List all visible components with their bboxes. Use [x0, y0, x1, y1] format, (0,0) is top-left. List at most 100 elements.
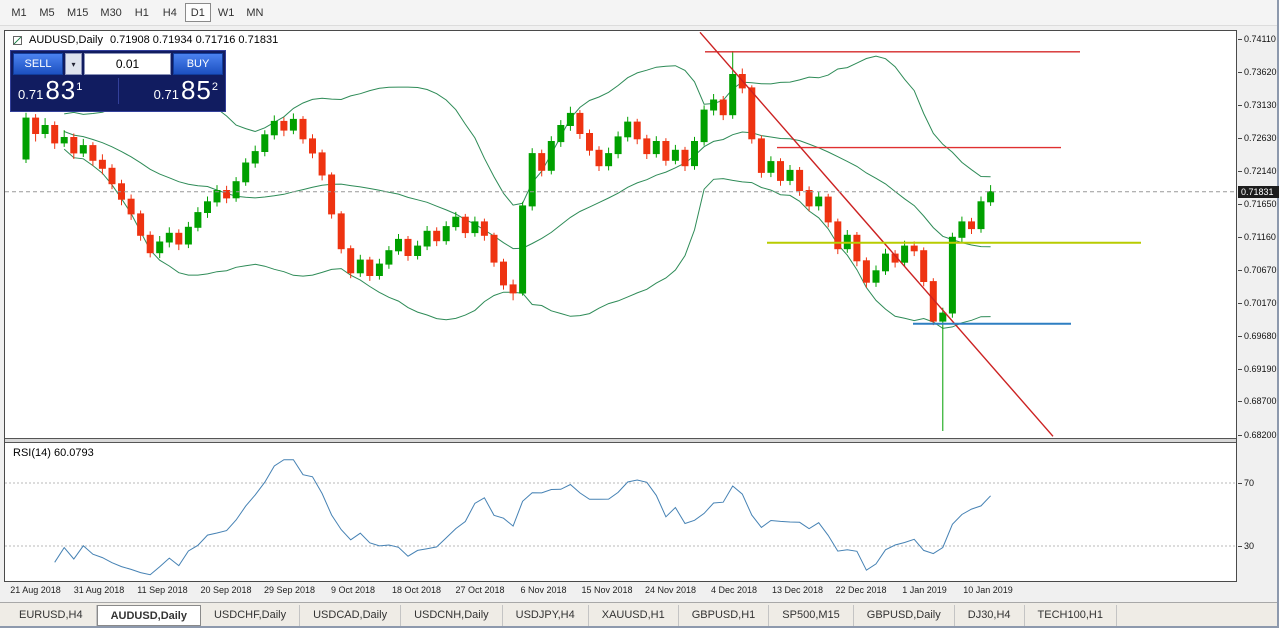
candle-body [777, 161, 784, 181]
candle-body [337, 213, 345, 250]
chart-tab-usdjpy-h4[interactable]: USDJPY,H4 [503, 605, 589, 626]
candle-body [633, 121, 641, 140]
candle-body [98, 159, 106, 169]
candle-body [270, 120, 278, 136]
candle-body [318, 152, 326, 176]
candle-body [538, 153, 546, 171]
timeframe-button-m15[interactable]: M15 [62, 3, 94, 22]
timeframe-button-m5[interactable]: M5 [34, 3, 60, 22]
candle-body [662, 141, 670, 161]
rsi-axis-label: 70 [1238, 478, 1254, 488]
panel-divider [118, 78, 119, 104]
candle-body [165, 232, 173, 243]
price-axis[interactable]: 0.71831 0.74110 0.73620 0.73130 0.72630 0.72… [1238, 30, 1279, 582]
candle-body [576, 112, 584, 135]
chart-tab-gbpusd-h1[interactable]: GBPUSD,H1 [679, 605, 770, 626]
rsi-axis-label: 30 [1238, 541, 1254, 551]
date-axis-label: 6 Nov 2018 [520, 585, 567, 595]
candle-body [652, 141, 660, 155]
timeframe-button-w1[interactable]: W1 [212, 3, 240, 22]
chart-tab-usdcad-daily[interactable]: USDCAD,Daily [300, 605, 402, 626]
candle-body [366, 259, 374, 277]
candle-body [901, 245, 909, 263]
candle-body [251, 151, 259, 164]
candle-body [137, 213, 145, 236]
candle-body [948, 236, 956, 314]
price-axis-label: 0.68200 [1238, 430, 1277, 440]
candle-body [184, 226, 192, 245]
chart-tab-xauusd-h1[interactable]: XAUUSD,H1 [589, 605, 679, 626]
candle-body [289, 118, 297, 131]
candle-body [805, 190, 813, 207]
chart-tab-eurusd-h4[interactable]: EURUSD,H4 [6, 605, 97, 626]
buy-price-pips: 85 [180, 75, 212, 105]
date-axis-label: 4 Dec 2018 [710, 585, 758, 595]
timeframe-button-h4[interactable]: H4 [156, 3, 183, 22]
chart-tab-usdchf-daily[interactable]: USDCHF,Daily [201, 605, 301, 626]
candle-body [595, 149, 603, 167]
chart-tab-gbpusd-daily[interactable]: GBPUSD,Daily [854, 605, 955, 626]
rsi-canvas[interactable] [5, 443, 1236, 581]
candle-body [423, 230, 431, 247]
chart-header: AUDUSD,Daily 0.71908 0.71934 0.71716 0.7… [13, 34, 278, 46]
rsi-indicator-label: RSI(14) 60.0793 [13, 447, 94, 459]
buy-button[interactable]: BUY [173, 53, 223, 75]
chart-icon [13, 35, 22, 45]
chevron-down-icon: ▾ [71, 59, 76, 69]
chart-tab-bar: EURUSD,H4 AUDUSD,Daily USDCHF,Daily USDCAD,… [0, 602, 1279, 627]
buy-price[interactable]: 0.71852 [153, 77, 218, 104]
candle-body [309, 138, 316, 154]
candle-body [156, 241, 164, 254]
price-axis-label: 0.74110 [1238, 34, 1276, 44]
chart-tab-audusd-daily[interactable]: AUDUSD,Daily [96, 605, 201, 626]
price-axis-label: 0.70170 [1238, 298, 1277, 308]
timeframe-button-mn[interactable]: MN [241, 3, 269, 22]
bollinger-middle-band [64, 131, 991, 250]
candle-body [853, 234, 861, 262]
timeframe-button-h1[interactable]: H1 [128, 3, 155, 22]
candle-body [700, 109, 708, 143]
date-axis[interactable]: 21 Aug 2018 31 Aug 2018 11 Sep 2018 20 Sep … [4, 584, 1237, 598]
volume-input[interactable] [84, 53, 171, 75]
chart-tab-dj30-h4[interactable]: DJ30,H4 [955, 605, 1025, 626]
candle-body [786, 169, 794, 181]
chart-area: AUDUSD,Daily 0.71908 0.71934 0.71716 0.7… [4, 30, 1237, 582]
bollinger-lower-band [63, 148, 991, 329]
buy-price-figure: 0.71 [153, 87, 179, 102]
candle-body [328, 174, 336, 215]
date-axis-label: 18 Oct 2018 [391, 585, 442, 595]
volume-dropdown[interactable]: ▾ [65, 53, 82, 75]
sell-price-pips: 83 [45, 75, 77, 105]
chart-tab-tech100-h1[interactable]: TECH100,H1 [1025, 605, 1117, 626]
descending-trendline[interactable] [699, 31, 1054, 437]
price-axis-label: 0.72140 [1238, 166, 1277, 176]
candle-body [108, 167, 116, 185]
price-axis-label: 0.71650 [1238, 199, 1277, 209]
date-axis-label: 24 Nov 2018 [644, 585, 697, 595]
candle-body [223, 190, 231, 199]
date-axis-label: 9 Oct 2018 [330, 585, 376, 595]
candle-body [566, 112, 574, 127]
candle-body [89, 145, 97, 161]
pane-divider[interactable] [5, 438, 1236, 443]
date-axis-label: 27 Oct 2018 [455, 585, 505, 595]
candle-body [815, 196, 823, 207]
candle-body [480, 221, 488, 236]
candle-body [414, 245, 422, 257]
main-chart-canvas[interactable] [5, 31, 1236, 438]
date-axis-label: 11 Sep 2018 [137, 585, 188, 595]
date-axis-label: 22 Dec 2018 [835, 585, 887, 595]
timeframe-button-m1[interactable]: M1 [6, 3, 32, 22]
sell-price[interactable]: 0.71831 [18, 77, 82, 104]
candle-body [824, 196, 832, 223]
candle-body [509, 284, 517, 294]
chart-tab-usdcnh-daily[interactable]: USDCNH,Daily [401, 605, 503, 626]
timeframe-button-m30[interactable]: M30 [95, 3, 127, 22]
candle-body [757, 138, 765, 173]
candle-body [490, 234, 498, 263]
timeframe-button-d1[interactable]: D1 [184, 3, 211, 22]
sell-button[interactable]: SELL [13, 53, 63, 75]
candle-body [385, 250, 393, 265]
candle-body [671, 149, 679, 161]
chart-tab-sp500-m15[interactable]: SP500,M15 [769, 605, 854, 626]
